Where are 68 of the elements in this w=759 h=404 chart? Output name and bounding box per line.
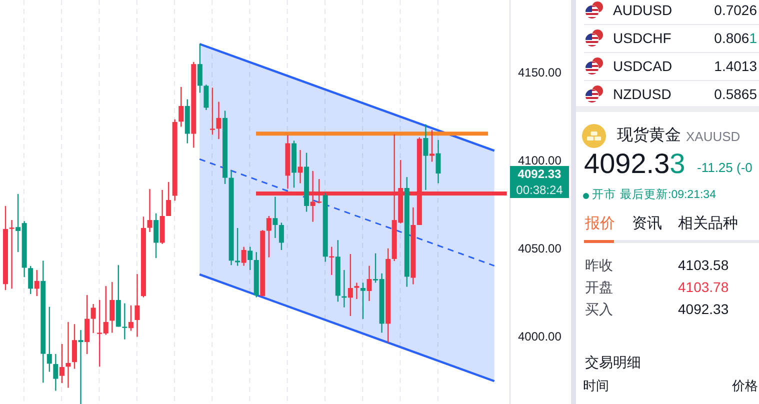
candlestick (66, 321, 71, 388)
candlestick (147, 188, 152, 233)
candlestick (248, 246, 253, 271)
candlestick (166, 181, 172, 217)
candlestick (53, 353, 58, 392)
candlestick (34, 269, 40, 297)
text: -11.25 (-0 (697, 160, 752, 176)
candlestick (210, 87, 215, 136)
candlestick (72, 323, 77, 370)
candlestick (423, 124, 428, 191)
candlestick (436, 139, 441, 184)
candlestick (216, 101, 222, 140)
text: 最后更新:09:21:34 (620, 189, 716, 203)
price-tag: 4092.33 00:38:24 (510, 166, 569, 198)
candlestick (197, 43, 202, 94)
candlestick (154, 212, 159, 259)
candlestick (298, 149, 303, 184)
candlestick (78, 329, 84, 404)
candlestick (9, 219, 14, 290)
text: USDCAD (613, 58, 672, 74)
candlestick (28, 265, 34, 295)
candlestick (90, 303, 96, 334)
text: AUDUSD (613, 2, 672, 18)
candlestick (204, 84, 209, 111)
text: 0.8061 (714, 30, 757, 46)
candlestick (278, 222, 284, 251)
y-tick-label: 4150.00 (518, 65, 562, 80)
y-tick-label: 4100.00 (518, 153, 562, 168)
candlestick (46, 306, 52, 372)
candlestick (59, 343, 64, 384)
text: 4092.33 (584, 147, 686, 181)
candlestick (178, 86, 184, 128)
candlestick (84, 294, 90, 355)
candlestick (122, 302, 128, 340)
text: 开盘 (585, 278, 613, 296)
candlestick (272, 196, 278, 239)
text: USDCHF (613, 30, 672, 46)
text: 现货黄金 (617, 126, 681, 146)
candlestick (429, 129, 434, 162)
candlestick (128, 304, 134, 332)
text: 0.7026 (714, 2, 757, 18)
text: 0.5865 (714, 86, 757, 102)
text: 相关品种 (678, 215, 738, 233)
text: 买入 (585, 300, 613, 318)
text: 报价 (585, 215, 615, 233)
text: 时间 (583, 378, 609, 394)
candlestick (360, 282, 366, 320)
text: 4103.58 (678, 256, 729, 274)
candlestick (241, 246, 246, 266)
text: 开市 (592, 189, 616, 203)
y-tick-label: 4050.00 (518, 241, 562, 256)
text: XAUUSD (686, 128, 740, 146)
candlestick (266, 215, 272, 258)
text: 交易明细 (585, 354, 641, 370)
text: 4092.33 (678, 300, 729, 318)
candlestick (348, 253, 353, 317)
text: 资讯 (632, 215, 662, 233)
candlestick (366, 265, 372, 302)
candlestick (134, 273, 140, 338)
candlestick (235, 227, 240, 266)
text: 4103.78 (678, 278, 729, 296)
text: 昨收 (585, 256, 613, 274)
candlestick (354, 282, 360, 300)
y-tick-label: 4000.00 (518, 329, 562, 344)
text: 价格 (732, 378, 758, 394)
text: NZDUSD (613, 86, 672, 102)
candlestick (110, 281, 115, 334)
text: 1.4013 (714, 58, 757, 74)
